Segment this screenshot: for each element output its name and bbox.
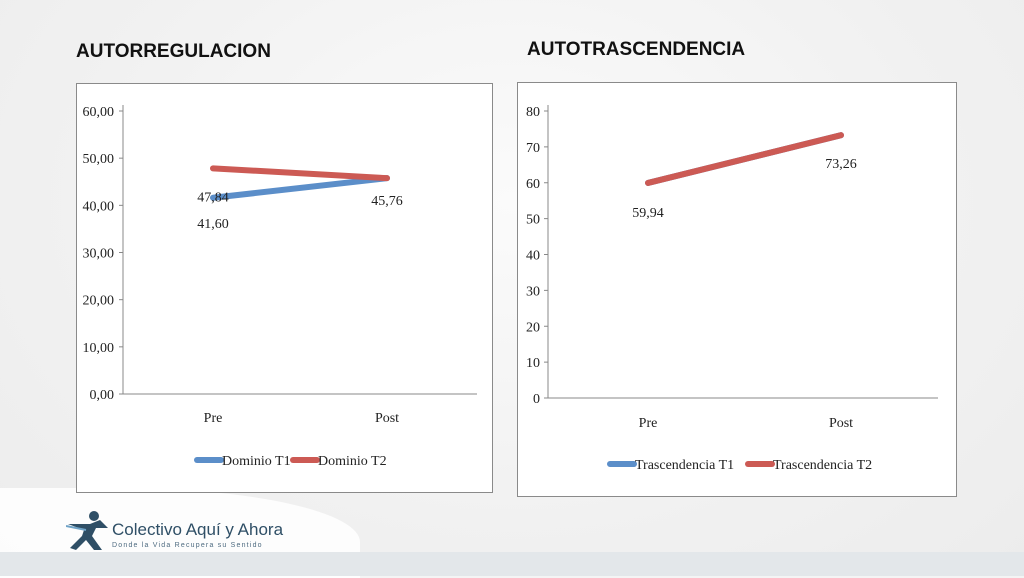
legend-label: Trascendencia T2	[773, 458, 872, 473]
y-tick-label: 20,00	[83, 294, 115, 309]
footer-band	[0, 552, 1024, 576]
data-label: 73,26	[825, 157, 857, 172]
organization-logo: Colectivo Aquí y Ahora Donde la Vida Rec…	[66, 508, 306, 554]
x-tick-label: Post	[829, 416, 853, 431]
y-tick-label: 60,00	[83, 105, 115, 120]
legend-label: Trascendencia T1	[635, 458, 734, 473]
legend-label: Dominio T1	[222, 454, 291, 469]
y-tick-label: 10,00	[83, 341, 115, 356]
autorregulacion-chart-svg: 0,00 10,00 20,00 30,00 40,00 50,00 60,00 Pre Pos…	[83, 105, 477, 469]
x-tick-label: Pre	[204, 411, 223, 426]
series-line-1	[210, 165, 390, 182]
data-label: 59,94	[632, 206, 664, 221]
y-tick-label: 50,00	[83, 152, 115, 167]
legend-label: Dominio T2	[318, 454, 387, 469]
y-tick-label: 70	[526, 141, 540, 156]
y-tick-label: 30,00	[83, 247, 115, 262]
autorregulacion-chart: 0,00 10,00 20,00 30,00 40,00 50,00 60,00 Pre Pos…	[76, 83, 493, 493]
y-tick-label: 20	[526, 320, 540, 335]
y-tick-label: 0	[533, 392, 540, 407]
data-label: 45,76	[371, 194, 403, 209]
y-tick-label: 60	[526, 177, 540, 192]
organization-name: Colectivo Aquí y Ahora	[112, 520, 284, 539]
y-tick-label: 40,00	[83, 199, 115, 214]
autotrascendencia-chart: 0 10 20 30 40 50 60 70 80 Pre Post 59,94 73,26 Trasce…	[517, 82, 957, 497]
person-figure-icon	[66, 511, 108, 550]
left-chart-heading: AUTORREGULACION	[76, 41, 271, 62]
data-label: 47,84	[197, 190, 229, 205]
y-tick-label: 10	[526, 356, 540, 371]
right-chart-heading: AUTOTRASCENDENCIA	[527, 39, 746, 60]
y-tick-label: 0,00	[90, 388, 115, 403]
y-tick-label: 50	[526, 213, 540, 228]
series-line-0	[210, 175, 390, 201]
organization-tagline: Donde la Vida Recupera su Sentido	[112, 542, 263, 549]
series-line-1	[645, 132, 844, 186]
y-tick-label: 80	[526, 105, 540, 120]
x-tick-label: Pre	[639, 416, 658, 431]
autotrascendencia-chart-svg: 0 10 20 30 40 50 60 70 80 Pre Post 59,94 73,26 Trasce…	[526, 105, 938, 473]
x-tick-label: Post	[375, 411, 399, 426]
data-label: 41,60	[197, 217, 229, 232]
y-tick-label: 30	[526, 284, 540, 299]
y-tick-label: 40	[526, 249, 540, 264]
